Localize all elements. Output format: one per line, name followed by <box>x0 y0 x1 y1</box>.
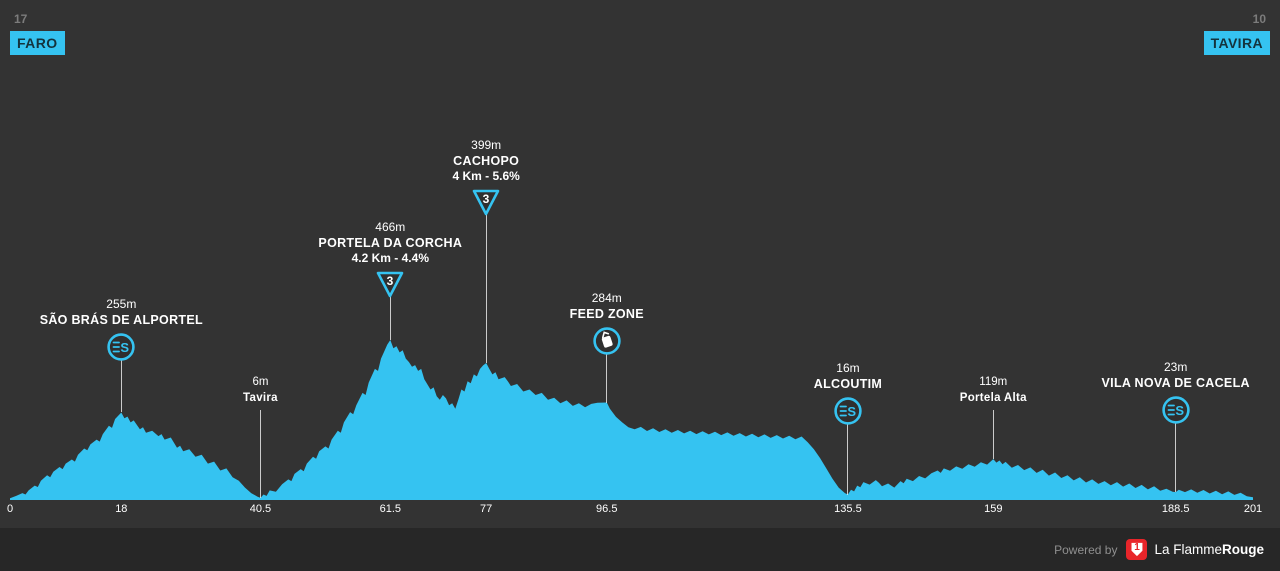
feed-icon <box>592 326 622 356</box>
x-axis-tick: 159 <box>984 503 1003 515</box>
waypoint-detail: 4.2 Km - 4.4% <box>351 251 429 265</box>
waypoint-label-portela-alta: 119m Portela Alta <box>960 375 1027 406</box>
la-flamme-rouge-logo-icon: 1 <box>1126 539 1148 560</box>
cat3-icon: 3 <box>374 270 406 300</box>
waypoint-line-vila-nova-de-cacela <box>1175 410 1177 493</box>
cat3-icon: 3 <box>470 188 502 218</box>
waypoint-markers-layer: 0 18 40.5 61.5 77 96.5 135.5 159 188.5 201 S 255m SÃ… <box>6 138 1263 515</box>
waypoint-name: Portela Alta <box>959 392 1027 404</box>
waypoint-name: PORTELA DA CORCHA <box>318 236 463 250</box>
waypoint-label-feed-zone: 284m FEED ZONE <box>570 291 644 322</box>
waypoint-elevation: 119m <box>979 376 1008 388</box>
svg-text:S: S <box>1175 403 1184 418</box>
x-axis-tick: 40.5 <box>249 503 272 515</box>
elevation-profile-chart <box>10 340 1253 500</box>
finish-number: 10 <box>1252 12 1266 26</box>
waypoint-label-cachopo: 399m CACHOPO 4 Km - 5.6% <box>452 138 519 184</box>
svg-text:S: S <box>847 404 856 419</box>
waypoint-name: FEED ZONE <box>569 307 644 321</box>
x-axis-tick: 18 <box>115 503 128 515</box>
waypoint-line-portela-alta <box>992 410 994 460</box>
waypoint-name: VILA NOVA DE CACELA <box>1101 376 1250 390</box>
brand-second: Rouge <box>1222 542 1264 557</box>
waypoint-label-alcoutim: 16m ALCOUTIM <box>814 361 882 392</box>
sprint-icon: S <box>833 396 863 426</box>
waypoint-line-portela-da-corcha <box>389 285 391 341</box>
waypoint-elevation: 16m <box>836 361 860 375</box>
start-town-badge: FARO <box>10 31 65 55</box>
finish-town-badge: TAVIRA <box>1203 31 1270 55</box>
la-flamme-rouge-link[interactable]: 1 La FlammeRouge <box>1126 539 1264 560</box>
waypoint-elevation: 23m <box>1164 360 1188 374</box>
svg-text:3: 3 <box>483 192 490 206</box>
brand-first: La Flamme <box>1154 542 1222 557</box>
logo-shield-number: 1 <box>1131 542 1143 557</box>
brand-name: La FlammeRouge <box>1154 542 1264 557</box>
svg-text:S: S <box>121 340 130 355</box>
waypoint-line-cachopo <box>485 203 487 364</box>
waypoint-line-alcoutim <box>847 411 849 495</box>
waypoint-elevation: 6m <box>252 376 269 388</box>
sprint-icon: S <box>1161 395 1191 425</box>
x-axis-tick: 77 <box>480 503 493 515</box>
x-axis-tick: 0 <box>6 503 14 515</box>
waypoint-line-sao-bras-de-alportel <box>120 347 122 413</box>
waypoint-name: SÃO BRÁS DE ALPORTEL <box>39 313 203 327</box>
elevation-area <box>10 340 1253 500</box>
powered-by-text: Powered by <box>1054 542 1118 557</box>
x-axis-tick: 96.5 <box>596 503 618 515</box>
x-axis-tick: 188.5 <box>1161 503 1190 515</box>
footer-bar: Powered by 1 La FlammeRouge <box>0 528 1280 571</box>
waypoint-label-portela-da-corcha: 466m PORTELA DA CORCHA 4.2 Km - 4.4% <box>318 220 462 266</box>
waypoint-label-vila-nova-de-cacela: 23m VILA NOVA DE CACELA <box>1102 360 1250 391</box>
waypoint-line-feed-zone <box>606 341 608 403</box>
waypoint-label-tavira: 6m Tavira <box>243 375 278 406</box>
waypoint-elevation: 466m <box>375 220 406 234</box>
waypoint-name: CACHOPO <box>453 154 520 168</box>
waypoint-line-tavira <box>259 410 261 498</box>
start-number: 17 <box>14 12 28 26</box>
svg-text:3: 3 <box>387 274 394 288</box>
waypoint-detail: 4 Km - 5.6% <box>452 169 520 183</box>
waypoint-name: Tavira <box>243 392 278 404</box>
x-axis-tick: 201 <box>1243 503 1263 515</box>
waypoint-elevation: 399m <box>471 138 502 152</box>
x-axis-tick: 61.5 <box>379 503 402 515</box>
waypoint-elevation: 255m <box>106 297 137 311</box>
waypoint-name: ALCOUTIM <box>813 377 883 391</box>
x-axis-tick: 135.5 <box>834 503 862 515</box>
waypoint-elevation: 284m <box>591 291 622 305</box>
sprint-icon: S <box>106 332 136 362</box>
waypoint-label-sao-bras-de-alportel: 255m SÃO BRÁS DE ALPORTEL <box>40 297 203 328</box>
